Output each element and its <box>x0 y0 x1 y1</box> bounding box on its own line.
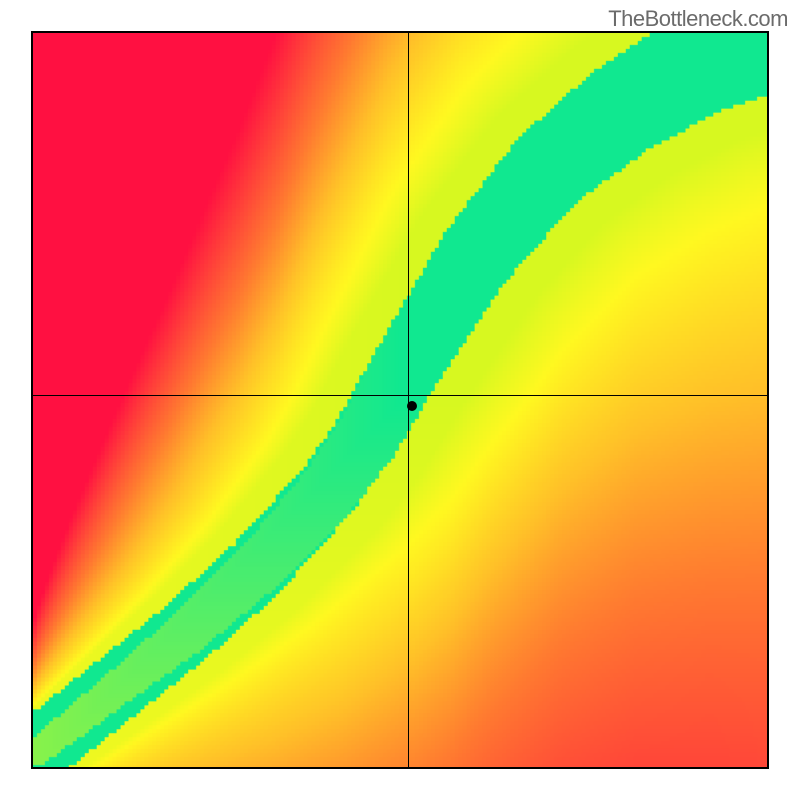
crosshair-horizontal <box>33 395 767 396</box>
chart-frame <box>31 31 769 769</box>
marker-dot <box>407 401 417 411</box>
crosshair-vertical <box>408 33 409 767</box>
heatmap-canvas <box>33 33 767 767</box>
watermark-text: TheBottleneck.com <box>608 6 788 32</box>
